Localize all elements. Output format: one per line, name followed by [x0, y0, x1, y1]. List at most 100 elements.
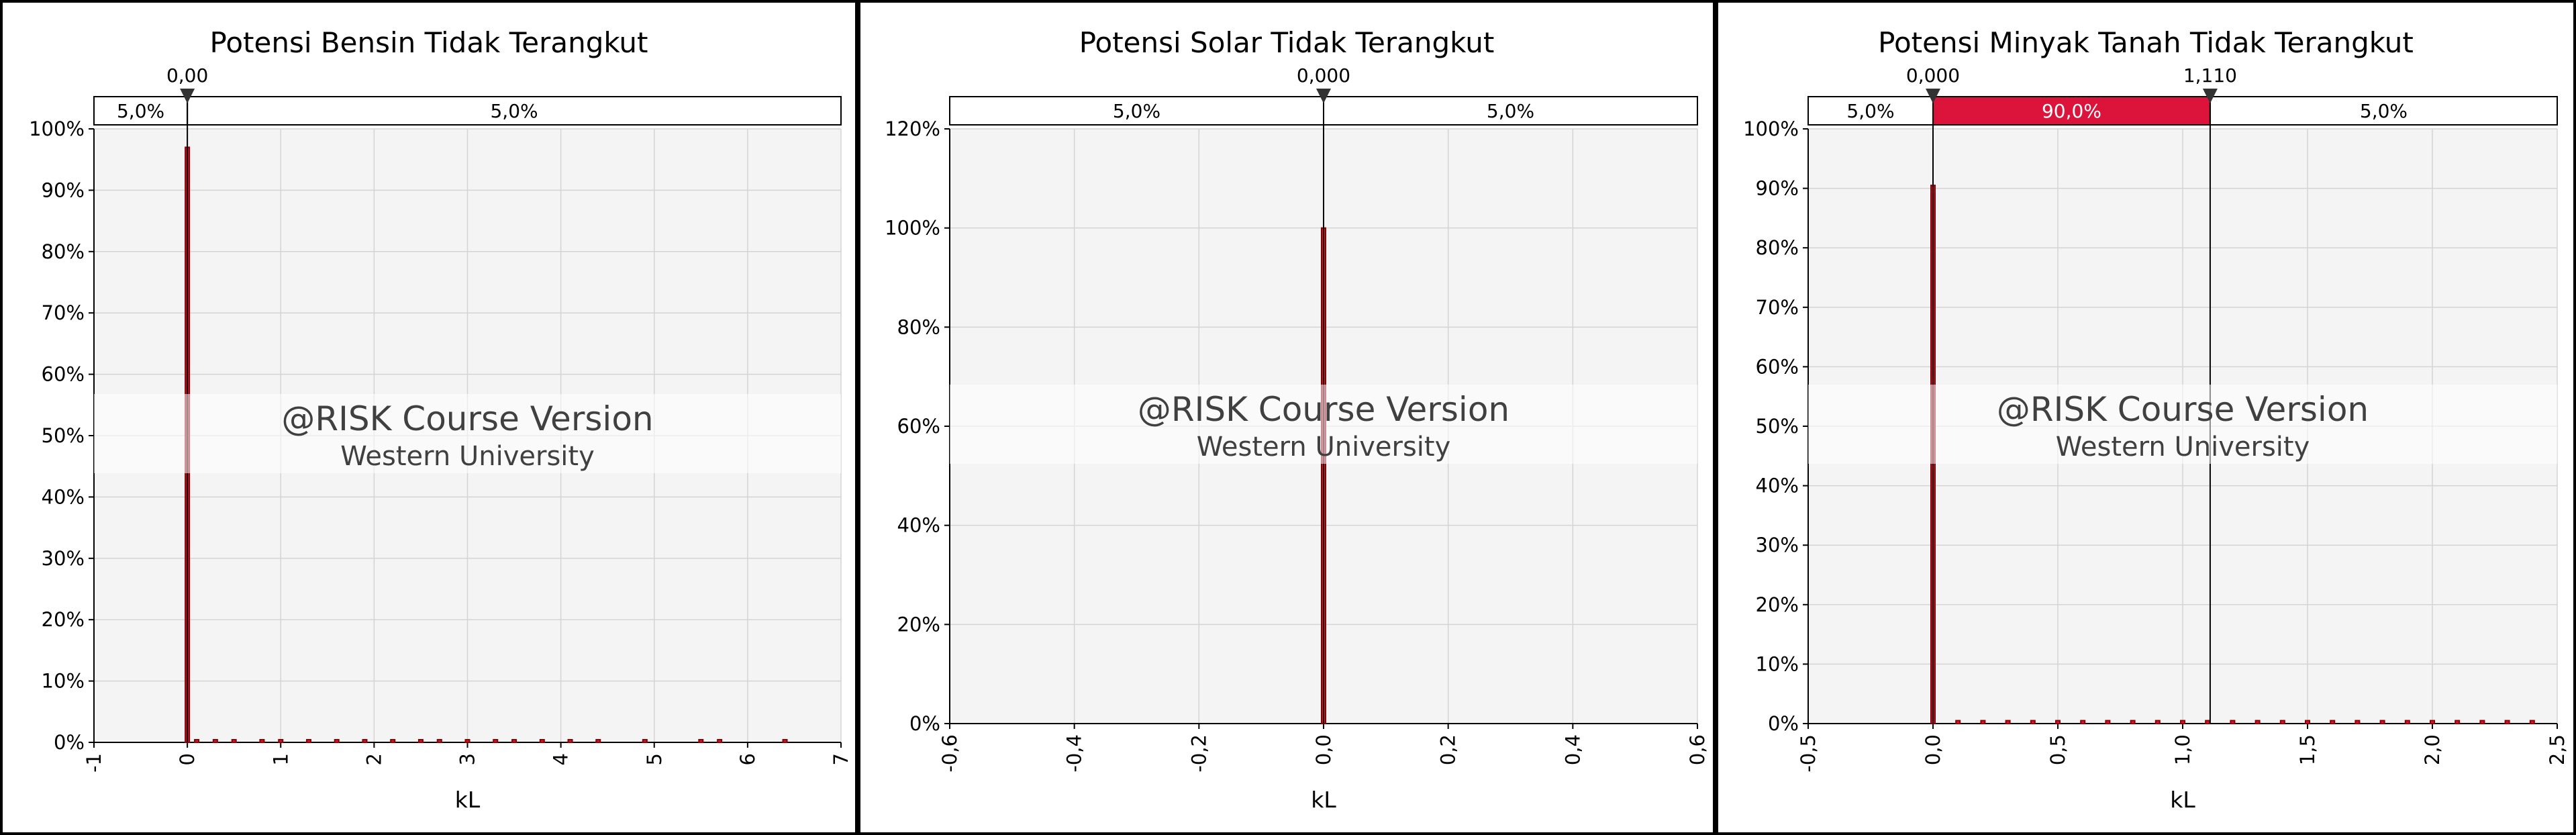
chart-panel-2: Potensi Solar Tidak Terangkut 0% 20% 40% 60%…	[858, 0, 1716, 835]
histogram-bar	[417, 739, 424, 743]
y-tick-label: 60%	[897, 415, 940, 438]
histogram-bar	[305, 739, 311, 743]
delimiter-handle[interactable]	[1926, 89, 1940, 103]
watermark-subtitle: Western University	[1197, 432, 1451, 462]
histogram-bar	[2430, 720, 2435, 724]
x-tick-label: -0,5	[1797, 734, 1820, 773]
x-tick-label: 2,0	[2421, 734, 2444, 765]
x-tick-label: 1,0	[2171, 734, 2194, 765]
watermark-title: @RISK Course Version	[281, 399, 653, 438]
probability-band-label: 5,0%	[2360, 100, 2408, 122]
histogram-bar	[2279, 720, 2285, 724]
x-tick-label: -0,2	[1187, 734, 1210, 773]
y-tick-label: 60%	[42, 363, 85, 386]
x-tick-label: -1	[83, 753, 105, 773]
histogram-bar	[511, 739, 517, 743]
y-tick-label: 0%	[909, 712, 940, 735]
y-tick-label: 120%	[885, 117, 940, 140]
panel-frame	[858, 0, 1716, 835]
histogram-bar	[2305, 720, 2310, 724]
delimiter-handle[interactable]	[180, 89, 195, 103]
probability-band	[949, 96, 1324, 126]
histogram-bar	[2130, 720, 2136, 724]
y-tick-label: 0%	[54, 731, 85, 754]
y-tick-label: 90%	[1756, 177, 1799, 200]
delimiter-label: 0,000	[1297, 64, 1350, 87]
chart-title: Potensi Bensin Tidak Terangkut	[209, 26, 648, 59]
histogram-bar	[2080, 720, 2086, 724]
y-tick-label: 20%	[1756, 593, 1799, 616]
watermark-band	[94, 394, 841, 473]
probability-band	[1807, 96, 1934, 126]
watermark-band	[1808, 385, 2557, 464]
histogram-bar	[231, 739, 237, 743]
panel-frame	[1716, 0, 2576, 835]
probability-band-label: 5,0%	[1846, 100, 1894, 122]
histogram-bar	[782, 739, 788, 743]
y-tick-label: 80%	[1756, 236, 1799, 259]
histogram-bar	[539, 739, 545, 743]
chart-title: Potensi Minyak Tanah Tidak Terangkut	[1878, 26, 2414, 59]
x-tick-label: 0	[176, 753, 199, 765]
probability-band-label: 5,0%	[1487, 100, 1534, 122]
chart-panel-3: Potensi Minyak Tanah Tidak Terangkut 0% 10…	[1716, 0, 2576, 835]
histogram-bar	[2255, 720, 2261, 724]
probability-band	[93, 96, 189, 126]
x-tick-label: 1,5	[2296, 734, 2319, 765]
x-tick-label: 0,0	[1312, 734, 1335, 765]
histogram-bar	[334, 739, 340, 743]
x-tick-label: -0,4	[1063, 734, 1086, 773]
chart-title: Potensi Solar Tidak Terangkut	[1079, 26, 1495, 59]
probability-band-label: 5,0%	[117, 100, 164, 122]
watermark-title: @RISK Course Version	[1997, 390, 2369, 429]
x-tick-label: 0,6	[1686, 734, 1709, 765]
y-tick-label: 90%	[42, 179, 85, 201]
histogram-bar	[2504, 720, 2510, 724]
y-tick-label: 70%	[42, 301, 85, 324]
delimiter-handle[interactable]	[1316, 89, 1331, 103]
y-tick-label: 20%	[42, 608, 85, 631]
x-tick-label: 0,2	[1437, 734, 1460, 765]
histogram-bar	[2205, 720, 2211, 724]
probability-band	[187, 96, 842, 126]
histogram-bar	[362, 739, 368, 743]
y-tick-label: 100%	[885, 217, 940, 240]
histogram-bar	[2479, 720, 2485, 724]
x-tick-label: 2,5	[2546, 734, 2569, 765]
histogram-bar	[717, 739, 723, 743]
y-tick-label: 0%	[1768, 712, 1799, 735]
histogram-bar	[1980, 720, 1986, 724]
x-tick-label: 0,5	[2046, 734, 2069, 765]
x-axis-label: kL	[1311, 787, 1336, 813]
y-tick-label: 20%	[897, 613, 940, 636]
watermark-band	[950, 385, 1697, 464]
x-axis-label: kL	[455, 787, 481, 813]
histogram-bar	[642, 739, 648, 743]
y-tick-label: 40%	[897, 514, 940, 537]
delimiter-handle[interactable]	[2202, 89, 2218, 103]
histogram-bar	[493, 739, 499, 743]
x-tick-label: 7	[830, 753, 852, 765]
chart-panel-1: Potensi Bensin Tidak Terangkut0%10%20%30…	[0, 0, 858, 835]
probability-band-label: 5,0%	[490, 100, 538, 122]
histogram-bar	[390, 739, 396, 743]
watermark-title: @RISK Course Version	[1138, 390, 1509, 429]
histogram-bar	[2330, 720, 2336, 724]
y-tick-label: 80%	[897, 315, 940, 338]
x-tick-label: -0,6	[938, 734, 961, 773]
probability-band-label: 5,0%	[1113, 100, 1160, 122]
probability-band-label: 90,0%	[2042, 100, 2101, 122]
histogram-bar	[2355, 720, 2361, 724]
histogram-bar	[2529, 720, 2535, 724]
y-tick-label: 100%	[1743, 117, 1799, 140]
x-tick-label: 1	[269, 753, 292, 765]
x-tick-label: 4	[550, 753, 573, 765]
histogram-bar	[194, 739, 200, 743]
histogram-bar	[2180, 720, 2185, 724]
histogram-bar	[2005, 720, 2011, 724]
histogram-bar	[567, 739, 573, 743]
histogram-bar	[2154, 720, 2161, 724]
histogram-bar	[595, 739, 601, 743]
x-tick-label: 3	[456, 753, 479, 765]
